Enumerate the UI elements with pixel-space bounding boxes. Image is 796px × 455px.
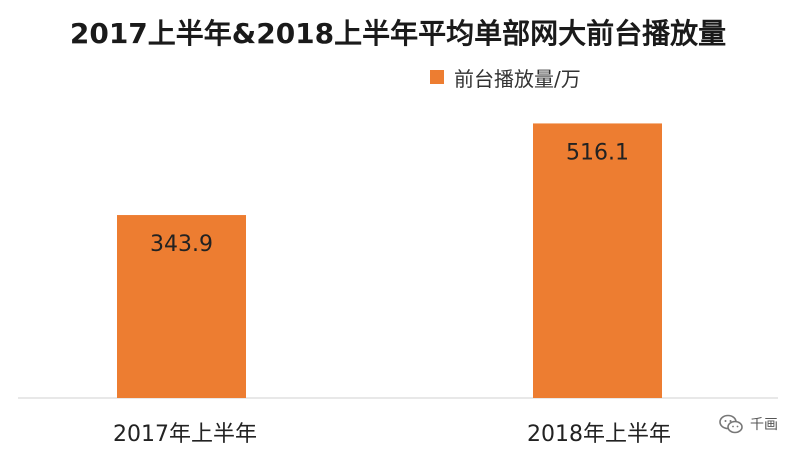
legend-swatch bbox=[430, 70, 444, 84]
data-label-2: 516.1 bbox=[566, 140, 629, 165]
data-label-1: 343.9 bbox=[150, 232, 213, 257]
x-tick-label-1: 2017年上半年 bbox=[113, 422, 257, 447]
wechat-icon bbox=[719, 414, 743, 434]
bar-2 bbox=[533, 123, 662, 398]
watermark: 千画 bbox=[718, 411, 778, 437]
legend-label: 前台播放量/万 bbox=[454, 66, 581, 91]
bar-1 bbox=[117, 215, 246, 398]
x-tick-label-2: 2018年上半年 bbox=[527, 422, 671, 447]
watermark-label: 千画 bbox=[750, 417, 778, 433]
chart-title: 2017上半年&2018上半年平均单部网大前台播放量 bbox=[69, 17, 727, 50]
chart-legend: 前台播放量/万 bbox=[430, 62, 581, 92]
